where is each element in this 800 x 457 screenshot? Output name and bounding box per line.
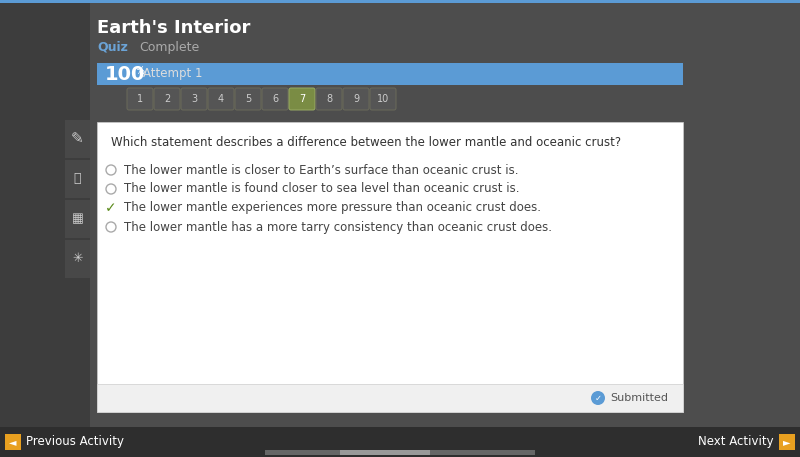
Text: Submitted: Submitted (610, 393, 668, 403)
Text: 2: 2 (164, 94, 170, 104)
Text: The lower mantle experiences more pressure than oceanic crust does.: The lower mantle experiences more pressu… (124, 202, 541, 214)
Text: ✳: ✳ (72, 253, 82, 266)
Text: 1: 1 (137, 94, 143, 104)
FancyBboxPatch shape (5, 434, 21, 450)
Text: Attempt 1: Attempt 1 (143, 68, 202, 80)
Text: 4: 4 (218, 94, 224, 104)
FancyBboxPatch shape (289, 88, 315, 110)
Text: ▦: ▦ (72, 213, 83, 225)
FancyBboxPatch shape (181, 88, 207, 110)
Text: %: % (135, 66, 144, 76)
Text: The lower mantle is found closer to sea level than oceanic crust is.: The lower mantle is found closer to sea … (124, 182, 519, 196)
Text: 7: 7 (299, 94, 305, 104)
FancyBboxPatch shape (127, 88, 153, 110)
FancyBboxPatch shape (0, 427, 800, 457)
Text: ◄: ◄ (10, 437, 17, 447)
FancyBboxPatch shape (235, 88, 261, 110)
FancyBboxPatch shape (97, 122, 683, 412)
FancyBboxPatch shape (265, 450, 535, 455)
Text: Quiz: Quiz (97, 41, 128, 53)
Text: 8: 8 (326, 94, 332, 104)
FancyBboxPatch shape (262, 88, 288, 110)
Text: Next Activity: Next Activity (698, 436, 774, 448)
FancyBboxPatch shape (0, 0, 800, 3)
Text: ✎: ✎ (71, 132, 84, 147)
Text: ►: ► (783, 437, 790, 447)
Text: 9: 9 (353, 94, 359, 104)
FancyBboxPatch shape (343, 88, 369, 110)
FancyBboxPatch shape (97, 63, 683, 85)
Text: 🎧: 🎧 (74, 172, 82, 186)
FancyBboxPatch shape (370, 88, 396, 110)
FancyBboxPatch shape (0, 3, 800, 457)
FancyBboxPatch shape (65, 120, 90, 158)
FancyBboxPatch shape (340, 450, 430, 455)
FancyBboxPatch shape (0, 3, 90, 427)
FancyBboxPatch shape (65, 160, 90, 198)
Text: ✓: ✓ (105, 201, 117, 215)
FancyBboxPatch shape (779, 434, 795, 450)
Text: ✓: ✓ (594, 393, 602, 403)
Text: 5: 5 (245, 94, 251, 104)
Text: The lower mantle is closer to Earth’s surface than oceanic crust is.: The lower mantle is closer to Earth’s su… (124, 164, 518, 176)
Text: 6: 6 (272, 94, 278, 104)
Text: Which statement describes a difference between the lower mantle and oceanic crus: Which statement describes a difference b… (111, 135, 621, 149)
Text: Earth's Interior: Earth's Interior (97, 19, 250, 37)
Text: The lower mantle has a more tarry consistency than oceanic crust does.: The lower mantle has a more tarry consis… (124, 220, 552, 234)
FancyBboxPatch shape (154, 88, 180, 110)
FancyBboxPatch shape (97, 384, 683, 412)
Text: Complete: Complete (139, 41, 199, 53)
FancyBboxPatch shape (65, 240, 90, 278)
Circle shape (591, 391, 605, 405)
Text: 100: 100 (105, 64, 146, 84)
FancyBboxPatch shape (65, 200, 90, 238)
Text: 10: 10 (377, 94, 389, 104)
Text: 3: 3 (191, 94, 197, 104)
Text: Previous Activity: Previous Activity (26, 436, 124, 448)
FancyBboxPatch shape (316, 88, 342, 110)
FancyBboxPatch shape (208, 88, 234, 110)
